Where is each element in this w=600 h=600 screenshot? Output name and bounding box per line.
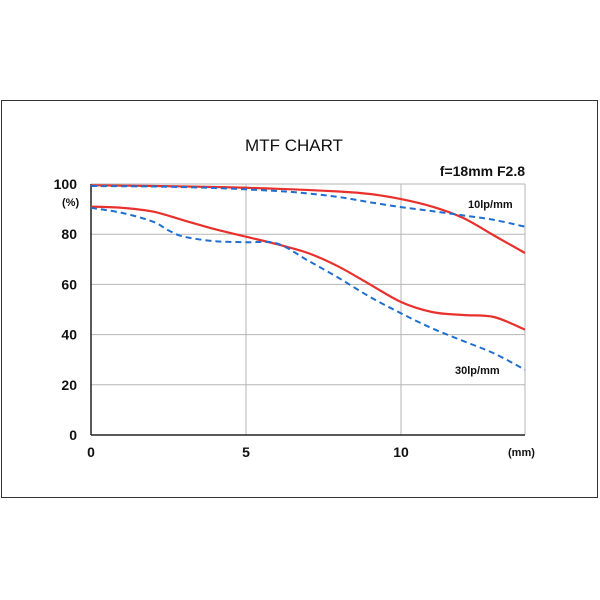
y-tick-label: 100 <box>54 176 78 192</box>
grid <box>90 183 526 436</box>
y-tick-label: 0 <box>69 427 77 443</box>
annotation-30lp: 30lp/mm <box>455 365 500 377</box>
x-tick-label: 5 <box>242 444 250 460</box>
x-tick-label: 10 <box>393 444 409 460</box>
y-tick-label: 80 <box>61 226 77 242</box>
y-tick-label: 20 <box>61 377 77 393</box>
y-tick-label: 40 <box>61 327 77 343</box>
dashed-series-line-1 <box>90 185 526 228</box>
y-tick-label: 60 <box>61 276 77 292</box>
dashed-series-line-3 <box>90 206 526 371</box>
x-unit-label: (mm) <box>508 447 535 459</box>
solid-series-line-2 <box>90 205 526 331</box>
chart-subtitle: f=18mm F2.8 <box>440 163 525 179</box>
chart-frame <box>1 100 598 498</box>
x-tick-label: 0 <box>87 444 95 460</box>
tick-labels: 0 20 40 60 80 100 0 5 10 <box>54 176 409 460</box>
series-lines <box>90 184 526 371</box>
y-unit-label: (%) <box>62 197 79 209</box>
annotation-10lp: 10lp/mm <box>468 199 513 211</box>
solid-series-line-0 <box>90 184 526 254</box>
chart-title: MTF CHART <box>245 136 343 155</box>
